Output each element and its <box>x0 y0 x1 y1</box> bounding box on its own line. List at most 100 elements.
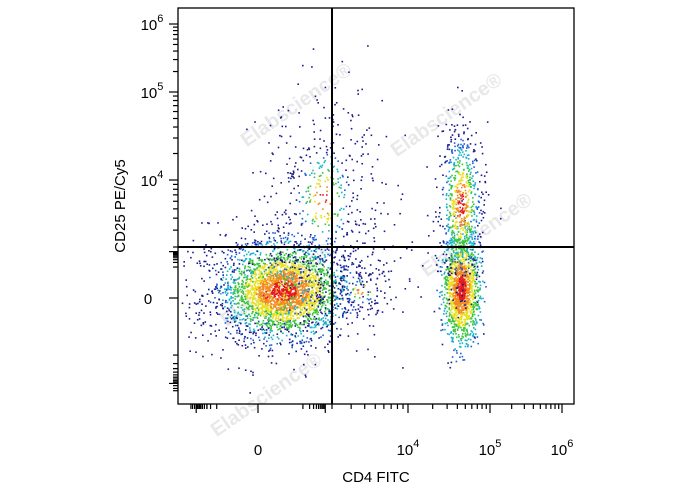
event-dot <box>457 278 459 281</box>
event-dot <box>461 194 464 196</box>
event-dot <box>241 279 244 282</box>
event-dot <box>472 301 475 304</box>
event-dot <box>236 332 238 334</box>
event-dot <box>473 203 475 205</box>
event-dot <box>296 302 299 305</box>
event-dot <box>241 318 243 321</box>
event-dot <box>446 322 448 324</box>
event-dot <box>259 267 262 269</box>
event-dot <box>333 287 336 289</box>
event-dot <box>310 318 313 321</box>
event-dot <box>308 271 311 274</box>
event-dot <box>480 297 483 300</box>
event-dot <box>256 322 258 325</box>
event-dot <box>258 303 261 305</box>
event-dot <box>301 296 304 298</box>
event-dot <box>274 302 276 304</box>
event-dot <box>209 311 212 313</box>
event-dot <box>465 254 468 257</box>
event-dot <box>280 256 283 258</box>
event-dot <box>453 263 456 266</box>
event-dot <box>193 302 196 304</box>
event-dot <box>309 297 311 299</box>
event-dot <box>258 302 260 304</box>
event-dot <box>247 291 249 293</box>
event-dot <box>283 277 285 279</box>
event-dot <box>342 276 345 278</box>
event-dot <box>307 291 310 294</box>
event-dot <box>302 314 304 317</box>
event-dot <box>286 279 288 281</box>
event-dot <box>259 254 262 256</box>
event-dot <box>463 235 466 238</box>
event-dot <box>470 273 472 276</box>
event-dot <box>469 181 471 184</box>
event-dot <box>274 289 276 291</box>
event-dot <box>268 323 271 325</box>
event-dot <box>270 262 273 265</box>
event-dot <box>476 273 478 275</box>
event-dot <box>479 295 482 298</box>
event-dot <box>292 276 295 279</box>
event-dot <box>301 300 303 302</box>
event-dot <box>467 304 470 306</box>
event-dot <box>254 287 257 289</box>
event-dot <box>232 317 234 319</box>
event-dot <box>278 261 281 264</box>
event-dot <box>214 269 217 272</box>
event-dot <box>465 335 467 338</box>
event-dot <box>282 332 284 334</box>
event-dot <box>280 253 282 256</box>
event-dot <box>474 143 477 146</box>
event-dot <box>260 307 262 309</box>
event-dot <box>459 312 461 315</box>
event-dot <box>468 255 470 258</box>
event-dot <box>274 283 277 285</box>
event-dot <box>472 307 475 309</box>
event-dot <box>252 288 254 291</box>
event-dot <box>274 309 277 312</box>
event-dot <box>246 275 249 277</box>
event-dot <box>287 276 289 278</box>
event-dot <box>234 286 236 289</box>
event-dot <box>212 267 214 270</box>
event-dot <box>315 265 318 268</box>
event-dot <box>281 318 284 320</box>
event-dot <box>314 326 317 328</box>
event-dot <box>455 287 458 289</box>
event-dot <box>185 285 188 288</box>
event-dot <box>274 280 276 282</box>
event-dot <box>473 293 476 296</box>
event-dot <box>455 319 457 322</box>
event-dot <box>285 222 288 224</box>
event-dot <box>449 320 451 323</box>
event-dot <box>272 263 274 266</box>
event-dot <box>326 325 328 328</box>
event-dot <box>468 181 470 184</box>
event-dot <box>304 321 307 323</box>
event-dot <box>316 294 319 296</box>
event-dot <box>476 208 479 210</box>
event-dot <box>445 297 448 300</box>
event-dot <box>300 341 303 344</box>
event-dot <box>246 302 249 305</box>
event-dot <box>346 311 349 313</box>
event-dot <box>456 328 459 330</box>
event-dot <box>444 286 446 288</box>
event-dot <box>258 289 261 292</box>
event-dot <box>461 184 464 186</box>
event-dot <box>269 292 272 295</box>
event-dot <box>329 312 332 314</box>
event-dot <box>265 230 268 233</box>
event-dot <box>456 268 459 271</box>
event-dot <box>459 303 462 306</box>
event-dot <box>312 265 315 268</box>
event-dot <box>473 241 475 243</box>
event-dot <box>290 306 293 309</box>
event-dot <box>292 252 295 254</box>
event-dot <box>308 320 310 322</box>
event-dot <box>245 244 248 247</box>
event-dot <box>268 282 270 285</box>
event-dot <box>473 166 475 168</box>
event-dot <box>321 251 324 254</box>
